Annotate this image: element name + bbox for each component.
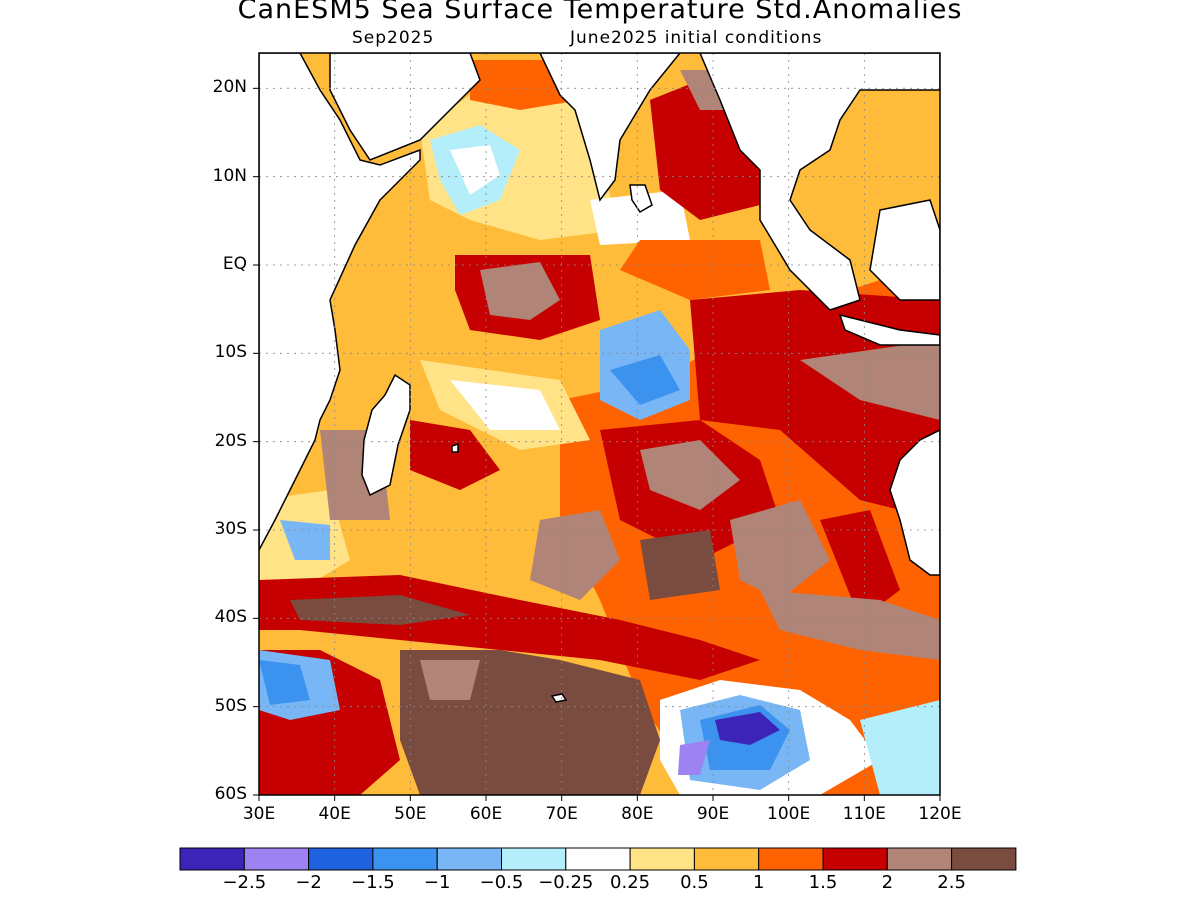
target-month: Sep2025 — [352, 28, 435, 48]
anomaly-brown-south — [420, 660, 480, 700]
anomaly-cold-south-pool — [678, 740, 710, 775]
lat-tick-label: 30S — [214, 519, 247, 539]
axis-ticks — [253, 87, 941, 801]
colorbar-swatch — [308, 847, 374, 871]
colorbar-tick-label: −0.25 — [538, 872, 594, 893]
srilanka-island — [629, 184, 653, 214]
anomaly-strong-australia-west — [820, 510, 900, 620]
lon-tick-label: 30E — [242, 804, 276, 824]
madagascar-island — [361, 373, 411, 497]
anomaly-cool-southwest — [280, 520, 330, 560]
kerguelen-island — [550, 693, 568, 703]
anomaly-cooler-central — [610, 355, 680, 405]
colorbar-swatch — [886, 847, 953, 871]
colorbar-tick-label: 1.5 — [808, 872, 838, 893]
lon-tick-label: 110E — [842, 804, 886, 824]
lon-tick-label: 100E — [767, 804, 811, 824]
australia-landmass — [889, 429, 940, 576]
anomaly-neutral-central — [450, 380, 560, 430]
lon-tick-label: 40E — [318, 804, 351, 824]
colorbar-swatch — [372, 847, 438, 871]
lon-tick-label: 70E — [545, 804, 578, 824]
colorbar-swatch — [629, 847, 695, 871]
anomaly-neutral-arabian — [450, 145, 500, 195]
lon-tick-label: 60E — [469, 804, 503, 824]
southeast-asia-landmass — [699, 53, 940, 311]
anomaly-brown-east — [800, 340, 940, 420]
lat-tick-label: 10S — [214, 342, 247, 363]
anomaly-brown-east-south — [730, 500, 830, 600]
colorbar-swatch — [758, 847, 824, 871]
lat-tick-label: 20N — [212, 77, 247, 98]
anomaly-brown-south-central — [640, 440, 740, 510]
initial-conditions: June2025 initial conditions — [570, 28, 823, 48]
lon-tick-label: 120E — [918, 804, 962, 824]
colorbar-swatch — [565, 847, 631, 871]
colorbar-tick-label: −0.5 — [479, 872, 524, 893]
mauritius-island — [451, 442, 459, 453]
anomaly-strong-mascarene — [410, 420, 500, 490]
anomaly-warm-equator-east — [620, 240, 770, 300]
anomaly-cool-southeast — [860, 700, 940, 795]
india-landmass — [539, 53, 681, 202]
arabia-landmass — [329, 53, 481, 161]
colorbar-swatch — [693, 847, 760, 871]
anomaly-darkbrown-40s — [290, 595, 470, 625]
anomaly-strong-east — [690, 290, 940, 520]
colorbar-tick-label: 1 — [752, 872, 765, 893]
lat-tick-label: 50S — [214, 695, 247, 716]
colorbar-swatch — [501, 847, 567, 871]
anomaly-field — [259, 53, 940, 795]
anomaly-brown-equator — [480, 262, 560, 320]
plot-frame — [258, 52, 941, 796]
lat-tick-label: 40S — [214, 607, 247, 628]
anomaly-coldest-south-pool — [715, 712, 780, 745]
anomaly-cooler-far-southwest — [259, 660, 310, 705]
colorbar — [179, 847, 1017, 871]
anomaly-darkbrown-blob — [640, 530, 720, 600]
java-island — [838, 313, 940, 346]
colorbar-tick-label: 0.5 — [680, 872, 709, 893]
anomaly-brown-blob — [530, 510, 620, 600]
colorbar-tick-label: −1 — [423, 872, 451, 893]
colorbar-swatch — [243, 847, 310, 871]
lat-tick-label: 10N — [212, 165, 247, 186]
colorbar-swatch — [951, 847, 1017, 871]
lon-tick-label: 90E — [696, 804, 730, 824]
colorbar-tick-label: −1.5 — [351, 872, 395, 893]
borneo-island — [869, 199, 940, 301]
colorbar-swatch — [436, 847, 503, 871]
colorbar-tick-label: −2.5 — [222, 872, 267, 893]
map-title: CanESM5 Sea Surface Temperature Std.Anom… — [237, 0, 963, 25]
graticule — [259, 53, 940, 795]
lon-tick-label: 80E — [621, 804, 654, 824]
colorbar-swatch — [822, 847, 888, 871]
colorbar-tick-label: −2 — [295, 872, 322, 893]
colorbar-tick-label: 0.25 — [610, 872, 651, 893]
lat-tick-label: 20S — [214, 430, 247, 451]
colorbar-swatch — [179, 847, 245, 871]
colorbar-tick-label: 2 — [881, 872, 894, 893]
colorbar-tick-label: 2.5 — [937, 872, 966, 893]
anomaly-neutral-srilanka — [590, 190, 690, 245]
lon-tick-label: 50E — [394, 804, 427, 824]
lat-tick-label: 60S — [214, 784, 247, 804]
anomaly-brown-40s-east — [760, 590, 940, 660]
lat-tick-label: EQ — [222, 254, 247, 274]
africa-landmass — [259, 53, 421, 551]
